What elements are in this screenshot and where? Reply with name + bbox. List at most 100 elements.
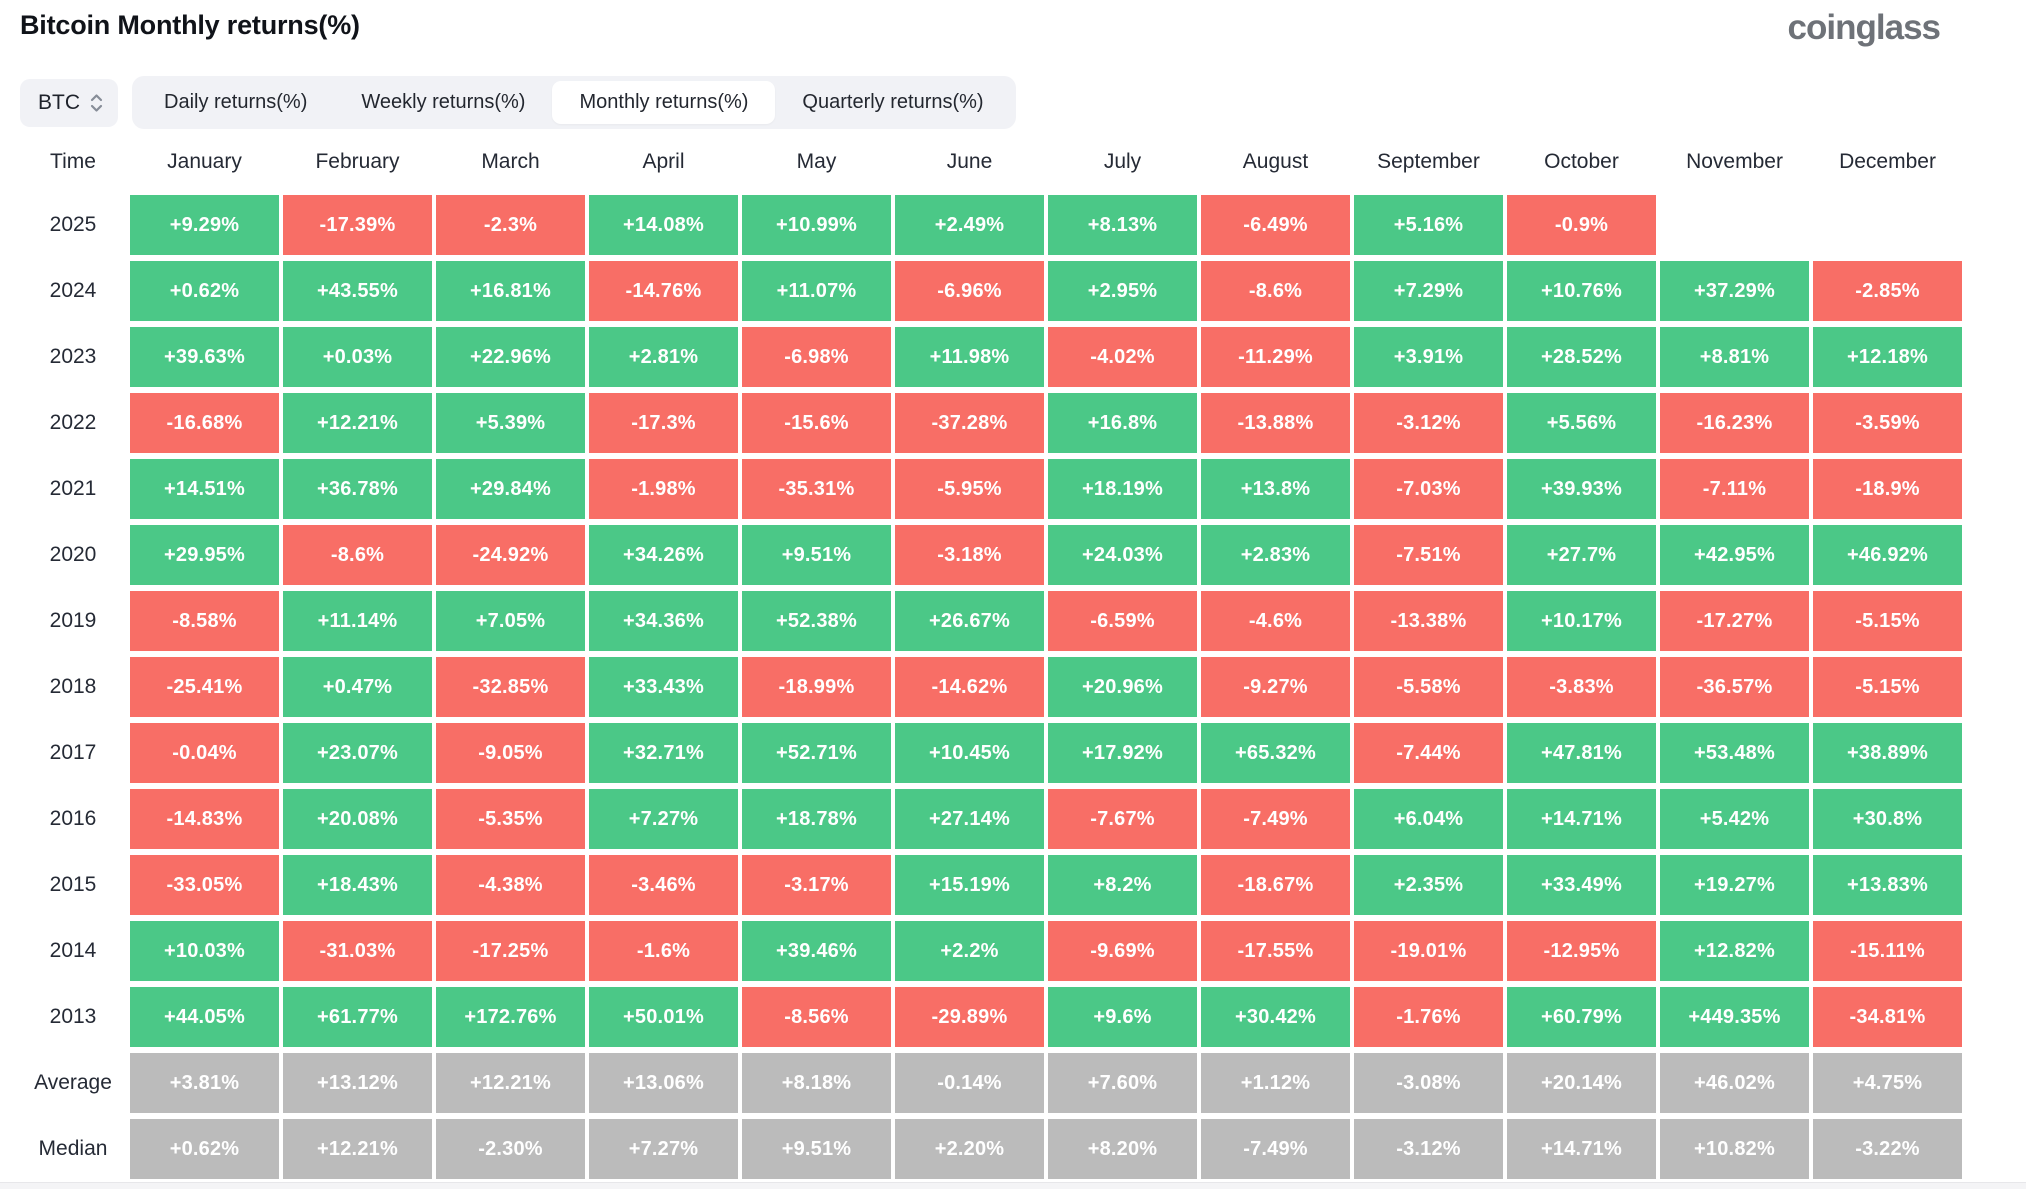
cell-2016-june: +27.14% bbox=[895, 789, 1044, 849]
cell-2016-august: -7.49% bbox=[1201, 789, 1350, 849]
cell-2015-january: -33.05% bbox=[130, 855, 279, 915]
tab-quarterly-returns[interactable]: Quarterly returns(%) bbox=[775, 81, 1010, 124]
cell-median-november: +10.82% bbox=[1660, 1119, 1809, 1179]
column-header-september: September bbox=[1377, 150, 1480, 173]
cell-2020-april: +34.26% bbox=[589, 525, 738, 585]
cell-2025-april: +14.08% bbox=[589, 195, 738, 255]
cell-2021-march: +29.84% bbox=[436, 459, 585, 519]
cell-2020-november: +42.95% bbox=[1660, 525, 1809, 585]
cell-2014-september: -19.01% bbox=[1354, 921, 1503, 981]
coin-selector[interactable]: BTC bbox=[20, 78, 118, 127]
cell-2015-november: +19.27% bbox=[1660, 855, 1809, 915]
cell-2021-january: +14.51% bbox=[130, 459, 279, 519]
row-label-2017: 2017 bbox=[49, 741, 97, 764]
tab-daily-returns[interactable]: Daily returns(%) bbox=[137, 81, 334, 124]
cell-2019-april: +34.36% bbox=[589, 591, 738, 651]
cell-2022-april: -17.3% bbox=[589, 393, 738, 453]
cell-2024-november: +37.29% bbox=[1660, 261, 1809, 321]
cell-average-january: +3.81% bbox=[130, 1053, 279, 1113]
cell-2014-february: -31.03% bbox=[283, 921, 432, 981]
cell-2015-august: -18.67% bbox=[1201, 855, 1350, 915]
cell-2013-october: +60.79% bbox=[1507, 987, 1656, 1047]
cell-2019-june: +26.67% bbox=[895, 591, 1044, 651]
cell-average-december: +4.75% bbox=[1813, 1053, 1962, 1113]
cell-2013-june: -29.89% bbox=[895, 987, 1044, 1047]
cell-2014-june: +2.2% bbox=[895, 921, 1044, 981]
tab-monthly-returns[interactable]: Monthly returns(%) bbox=[552, 81, 776, 124]
cell-2023-april: +2.81% bbox=[589, 327, 738, 387]
cell-2015-february: +18.43% bbox=[283, 855, 432, 915]
coinglass-logo: coinglass bbox=[1787, 8, 1941, 47]
row-label-2022: 2022 bbox=[49, 411, 97, 434]
table-row-average: Average +3.81% +13.12% +12.21% +13.06% +8.18%… bbox=[20, 1053, 2006, 1113]
cell-2013-march: +172.76% bbox=[436, 987, 585, 1047]
table-row-2015: 2015 -33.05% +18.43% -4.38% -3.46% -3.17% +15.… bbox=[20, 855, 2006, 915]
bottom-divider bbox=[0, 1182, 2026, 1189]
cell-2025-may: +10.99% bbox=[742, 195, 891, 255]
cell-2016-december: +30.8% bbox=[1813, 789, 1962, 849]
cell-2019-february: +11.14% bbox=[283, 591, 432, 651]
row-label-median: Median bbox=[38, 1137, 108, 1160]
cell-median-september: -3.12% bbox=[1354, 1119, 1503, 1179]
row-label-2015: 2015 bbox=[49, 873, 97, 896]
cell-median-july: +8.20% bbox=[1048, 1119, 1197, 1179]
cell-2022-september: -3.12% bbox=[1354, 393, 1503, 453]
table-row-2018: 2018 -25.41% +0.47% -32.85% +33.43% -18.99% -1… bbox=[20, 657, 2006, 717]
cell-median-january: +0.62% bbox=[130, 1119, 279, 1179]
cell-2014-november: +12.82% bbox=[1660, 921, 1809, 981]
cell-2018-july: +20.96% bbox=[1048, 657, 1197, 717]
cell-2022-february: +12.21% bbox=[283, 393, 432, 453]
cell-2015-december: +13.83% bbox=[1813, 855, 1962, 915]
row-label-2021: 2021 bbox=[49, 477, 97, 500]
cell-2014-may: +39.46% bbox=[742, 921, 891, 981]
row-label-2019: 2019 bbox=[49, 609, 97, 632]
cell-2018-march: -32.85% bbox=[436, 657, 585, 717]
cell-2021-july: +18.19% bbox=[1048, 459, 1197, 519]
table-row-2021: 2021 +14.51% +36.78% +29.84% -1.98% -35.31% -5… bbox=[20, 459, 2006, 519]
row-label-2016: 2016 bbox=[49, 807, 97, 830]
top-bar: Bitcoin Monthly returns(%) coinglass bbox=[20, 10, 2006, 56]
row-label-2018: 2018 bbox=[49, 675, 97, 698]
cell-2018-september: -5.58% bbox=[1354, 657, 1503, 717]
cell-2019-march: +7.05% bbox=[436, 591, 585, 651]
cell-median-april: +7.27% bbox=[589, 1119, 738, 1179]
cell-2020-october: +27.7% bbox=[1507, 525, 1656, 585]
cell-2024-october: +10.76% bbox=[1507, 261, 1656, 321]
cell-2020-january: +29.95% bbox=[130, 525, 279, 585]
cell-2013-may: -8.56% bbox=[742, 987, 891, 1047]
cell-2013-november: +449.35% bbox=[1660, 987, 1809, 1047]
cell-2015-october: +33.49% bbox=[1507, 855, 1656, 915]
cell-2016-july: -7.67% bbox=[1048, 789, 1197, 849]
cell-2020-september: -7.51% bbox=[1354, 525, 1503, 585]
cell-2019-december: -5.15% bbox=[1813, 591, 1962, 651]
cell-median-october: +14.71% bbox=[1507, 1119, 1656, 1179]
tab-weekly-returns[interactable]: Weekly returns(%) bbox=[334, 81, 552, 124]
cell-2022-july: +16.8% bbox=[1048, 393, 1197, 453]
cell-2018-december: -5.15% bbox=[1813, 657, 1962, 717]
cell-average-september: -3.08% bbox=[1354, 1053, 1503, 1113]
cell-2023-february: +0.03% bbox=[283, 327, 432, 387]
cell-2016-october: +14.71% bbox=[1507, 789, 1656, 849]
row-label-2014: 2014 bbox=[49, 939, 97, 962]
cell-2024-july: +2.95% bbox=[1048, 261, 1197, 321]
cell-average-november: +46.02% bbox=[1660, 1053, 1809, 1113]
cell-2016-march: -5.35% bbox=[436, 789, 585, 849]
cell-2015-may: -3.17% bbox=[742, 855, 891, 915]
cell-2023-october: +28.52% bbox=[1507, 327, 1656, 387]
cell-2023-june: +11.98% bbox=[895, 327, 1044, 387]
cell-2017-december: +38.89% bbox=[1813, 723, 1962, 783]
table-row-2023: 2023 +39.63% +0.03% +22.96% +2.81% -6.98% +11.… bbox=[20, 327, 2006, 387]
column-header-june: June bbox=[946, 150, 993, 173]
cell-2023-december: +12.18% bbox=[1813, 327, 1962, 387]
cell-2013-september: -1.76% bbox=[1354, 987, 1503, 1047]
cell-2014-march: -17.25% bbox=[436, 921, 585, 981]
cell-2018-february: +0.47% bbox=[283, 657, 432, 717]
cell-2020-may: +9.51% bbox=[742, 525, 891, 585]
cell-2023-august: -11.29% bbox=[1201, 327, 1350, 387]
table-header-row: Time January February March April May June July… bbox=[20, 129, 2006, 195]
cell-2014-october: -12.95% bbox=[1507, 921, 1656, 981]
cell-average-march: +12.21% bbox=[436, 1053, 585, 1113]
column-header-january: January bbox=[167, 150, 242, 173]
cell-2022-march: +5.39% bbox=[436, 393, 585, 453]
